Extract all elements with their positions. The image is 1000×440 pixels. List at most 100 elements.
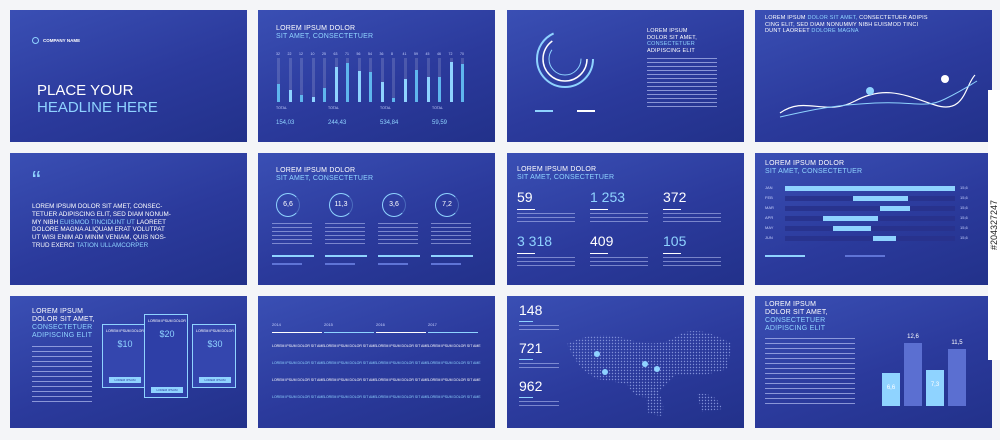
pricing-card[interactable]: LOREM IPSUM DOLOR $30 LOREM IPSUM: [192, 324, 236, 388]
timeline-entry: LOREM IPSUM DOLOR SIT AME: [376, 395, 429, 399]
slide-pricing[interactable]: LOREM IPSUM DOLOR SIT AMET, CONSECTETUER…: [10, 296, 247, 428]
bar-number: 56: [356, 52, 361, 56]
legend-swatch: [845, 255, 885, 257]
timeline-segment: [428, 332, 478, 333]
bar-value: 15,6: [960, 215, 968, 220]
totals-row: TOTAL 154,03 TOTAL 244,43 TOTAL 534,84 TOTAL 59…: [276, 106, 476, 134]
timeline-entry: LOREM IPSUM DOLOR SIT AME: [324, 378, 377, 382]
slide-donut[interactable]: LOREM IPSUM DOLOR SIT AMET, CONSECTETUER…: [507, 10, 744, 142]
pricing-card[interactable]: LOREM IPSUM DOLOR $10 LOREM IPSUM: [102, 324, 146, 388]
bar: [880, 206, 910, 211]
entry-label: LOREM IPSUM DOLOR SIT AME: [428, 344, 481, 348]
bar: [357, 71, 361, 102]
timeline-entry: LOREM IPSUM DOLOR SIT AME: [272, 344, 325, 348]
quote-segment: MY NIBH: [32, 218, 59, 226]
ring-text: [272, 223, 312, 245]
quote-line: DOLORE MAGNA ALIQUAM ERAT VOLUTPAT: [32, 226, 165, 234]
progress-bar: [325, 255, 367, 257]
quote-line: TETUER ADIPISCING ELIT, SED DIAM NONUM-: [32, 210, 171, 218]
bar: [380, 82, 384, 102]
month-label: MAY: [765, 225, 774, 230]
slide-line-chart[interactable]: LOREM IPSUM DOLOR SIT AMET, CONSECTETUER…: [755, 10, 992, 142]
title-segment: CONSECTETUER ADIPIS: [859, 15, 928, 21]
slide-quote[interactable]: “ LOREM IPSUM DOLOR SIT AMET, CONSEC- TE…: [10, 153, 247, 285]
entry-label: LOREM IPSUM DOLOR SIT AME: [272, 361, 325, 365]
title-line: CONSECTETUER: [32, 324, 93, 331]
stat-number: 148: [519, 302, 543, 318]
entry-label: LOREM IPSUM DOLOR SIT AME: [272, 395, 325, 399]
bar-number: 45: [425, 52, 430, 56]
year-label: 2016: [376, 322, 385, 327]
year-label: 2014: [272, 322, 281, 327]
bar-track: [392, 58, 395, 102]
stat-text: [519, 325, 559, 333]
stat-underline: [663, 253, 681, 254]
bar-number: 22: [287, 52, 292, 56]
column-bar: [926, 369, 944, 406]
quote-segment: LAOREET: [136, 218, 166, 226]
bar: [449, 62, 453, 102]
title-line: DOLOR SIT AMET,: [765, 309, 828, 316]
stat-number: 3 318: [517, 233, 553, 249]
slide-title: LOREM IPSUM DOLOR SIT AMET, CONSECTETUER: [276, 25, 373, 41]
timeline-entry: LOREM IPSUM DOLOR SIT AME: [376, 344, 429, 348]
column-bars: 6,6 12,6 7,3 11,5: [870, 326, 982, 406]
slide-rings[interactable]: LOREM IPSUM DOLOR SIT AMET, CONSECTETUER…: [258, 153, 495, 285]
title-line: SIT AMET, CONSECTETUER: [276, 175, 374, 182]
slide-title: LOREM IPSUM DOLOR SIT AMET, CONSECTETUER: [765, 160, 862, 176]
headline-line-1: PLACE YOUR: [37, 82, 134, 99]
slide-numbers[interactable]: LOREM IPSUM DOLOR SIT AMET, CONSECTETUER…: [507, 153, 744, 285]
bar: [288, 89, 292, 102]
quote-line: UT WISI ENIM AD MINIM VENIAM, QUIS NOS-: [32, 234, 166, 242]
stat-text: [517, 213, 575, 223]
quote-segment: TATION ULLAMCORPER: [76, 241, 149, 249]
quote-icon: “: [32, 165, 41, 195]
progress-bar: [431, 255, 473, 257]
title-line: LOREM IPSUM DOLOR: [276, 167, 356, 174]
quote-segment: EUISMOD TINCIDUNT UT: [59, 218, 135, 226]
bar-number: 63: [333, 52, 338, 56]
title-segment: DUNT LAOREET: [765, 28, 810, 34]
slide-title[interactable]: COMPANY NAME PLACE YOUR HEADLINE HERE: [10, 10, 247, 142]
plan-button[interactable]: LOREM IPSUM: [199, 377, 231, 383]
entry-label: LOREM IPSUM DOLOR SIT AME: [376, 378, 429, 382]
stat-number: 105: [663, 233, 687, 249]
bar-number: 10: [310, 52, 315, 56]
slide-column-chart[interactable]: LOREM IPSUM DOLOR SIT AMET, CONSECTETUER…: [755, 296, 992, 428]
timeline-entry: LOREM IPSUM DOLOR SIT AME: [428, 344, 481, 348]
ring-text: [325, 223, 365, 245]
pricing-card[interactable]: LOREM IPSUM DOLOR $20 LOREM IPSUM: [144, 314, 188, 398]
plan-price: $20: [159, 329, 175, 339]
plan-button[interactable]: LOREM IPSUM: [151, 387, 183, 393]
stat-underline: [517, 253, 535, 254]
slide-hbar[interactable]: LOREM IPSUM DOLOR SIT AMET, CONSECTETUER…: [755, 153, 992, 285]
ring-text: [378, 223, 418, 245]
plan-button[interactable]: LOREM IPSUM: [109, 377, 141, 383]
timeline: 2014 LOREM IPSUM DOLOR SIT AME LOREM IPSUM…: [272, 322, 487, 412]
bar-number: 59: [414, 52, 418, 56]
ring-text: [431, 223, 471, 245]
bar: [300, 95, 303, 102]
entry-label: LOREM IPSUM DOLOR SIT AME: [272, 378, 325, 382]
total-value: 534,84: [380, 120, 399, 126]
bar-number: 32: [276, 52, 280, 56]
logo-icon: [32, 37, 39, 44]
slide-title: LOREM IPSUM DOLOR SIT AMET, CONSECTETUER…: [765, 15, 985, 35]
title-line: LOREM IPSUM: [647, 28, 688, 34]
month-label: FEB: [765, 195, 773, 200]
title-line: CONSECTETUER: [765, 317, 826, 324]
company-name: COMPANY NAME: [43, 38, 81, 43]
stat-underline: [590, 253, 608, 254]
slide-timeline[interactable]: 2014 LOREM IPSUM DOLOR SIT AME LOREM IPSUM…: [258, 296, 495, 428]
bar: [403, 79, 407, 102]
bar-track: [323, 58, 326, 102]
month-label: JUN: [765, 235, 773, 240]
slide-bar-chart[interactable]: LOREM IPSUM DOLOR SIT AMET, CONSECTETUER…: [258, 10, 495, 142]
title-line: SIT AMET, CONSECTETUER: [517, 174, 615, 181]
slide-map[interactable]: 148 721 962: [507, 296, 744, 428]
vertical-bars: 32 22 12 10 25 63 71 56 54 36 8 41 59 45 46 72 70: [276, 52, 476, 102]
column-value: 6,6: [886, 384, 896, 391]
bar: [785, 186, 955, 191]
bar-number: 46: [437, 52, 441, 56]
